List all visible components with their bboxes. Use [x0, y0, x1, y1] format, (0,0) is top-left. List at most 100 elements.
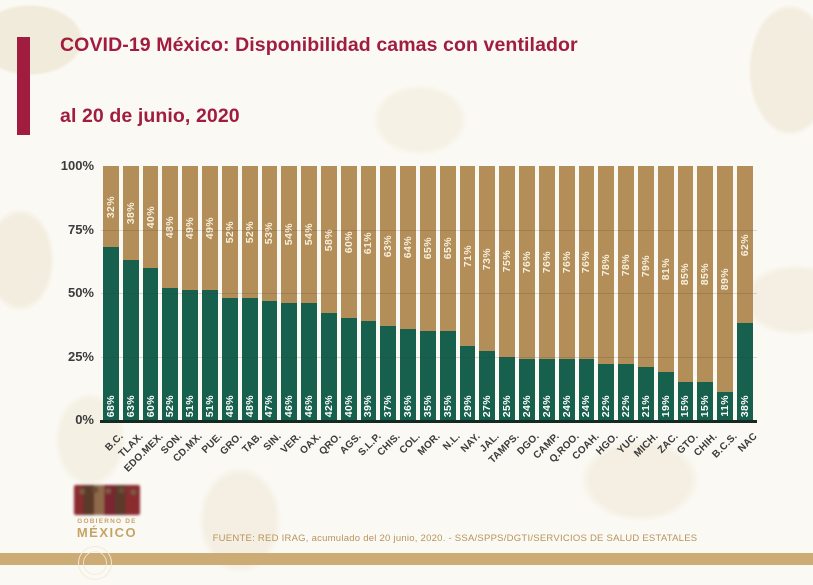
segment-occupied: 52%	[221, 166, 238, 299]
occupied-pct-label: 60%	[342, 231, 355, 254]
segment-occupied: 49%	[182, 166, 199, 291]
segment-occupied: 75%	[499, 166, 516, 357]
segment-occupied: 54%	[301, 166, 317, 304]
available-pct-label: 36%	[402, 394, 415, 417]
occupied-pct-label: 54%	[303, 223, 316, 246]
occupied-pct-label: 62%	[738, 233, 751, 256]
segment-occupied: 38%	[122, 166, 139, 260]
segment-occupied: 76%	[519, 166, 535, 360]
segment-occupied: 76%	[578, 166, 595, 360]
available-pct-label: 19%	[659, 394, 672, 417]
segment-occupied: 78%	[598, 166, 615, 365]
occupied-pct-label: 40%	[144, 205, 157, 228]
occupied-pct-label: 32%	[104, 195, 117, 218]
segment-occupied: 81%	[657, 166, 674, 372]
occupied-pct-label: 78%	[600, 253, 613, 277]
available-pct-label: 11%	[719, 395, 732, 417]
available-pct-label: 46%	[283, 394, 296, 417]
occupied-pct-label: 85%	[699, 262, 712, 286]
available-pct-label: 24%	[520, 394, 533, 417]
available-pct-label: 22%	[600, 394, 613, 417]
available-pct-label: 46%	[303, 394, 316, 417]
segment-occupied: 58%	[320, 166, 337, 314]
occupied-pct-label: 52%	[223, 220, 236, 244]
gridline-75pct	[101, 229, 757, 231]
gobierno-de-mexico-logo: GOBIERNO DE MÉXICO	[58, 485, 156, 540]
available-pct-label: 51%	[203, 394, 216, 417]
segment-occupied: 49%	[202, 166, 218, 291]
available-pct-label: 15%	[679, 394, 692, 417]
occupied-pct-label: 58%	[322, 228, 335, 251]
occupied-pct-label: 76%	[560, 251, 573, 274]
page-title: COVID-19 México: Disponibilidad camas co…	[60, 34, 578, 56]
segment-occupied: 63%	[380, 166, 397, 327]
y-tick-0pct: 0%	[75, 412, 94, 427]
available-pct-label: 63%	[124, 394, 137, 417]
occupied-pct-label: 54%	[283, 223, 296, 246]
available-pct-label: 35%	[421, 394, 434, 417]
y-tick-75pct: 75%	[67, 221, 94, 237]
occupied-pct-label: 65%	[441, 237, 454, 260]
gridline-25pct	[101, 356, 757, 358]
logo-text-line2: MÉXICO	[76, 525, 138, 540]
occupied-pct-label: 76%	[580, 251, 593, 274]
occupied-pct-label: 85%	[679, 262, 692, 286]
available-pct-label: 29%	[461, 394, 474, 417]
available-pct-label: 52%	[164, 394, 177, 417]
occupied-pct-label: 73%	[481, 247, 494, 270]
segment-occupied: 40%	[142, 166, 159, 268]
segment-occupied: 73%	[479, 166, 496, 352]
gridline-50pct	[101, 293, 757, 294]
segment-occupied: 32%	[103, 166, 119, 248]
available-pct-label: 47%	[263, 394, 276, 417]
available-pct-label: 24%	[540, 394, 553, 417]
occupied-pct-label: 75%	[501, 250, 514, 273]
bottom-gold-band	[0, 553, 813, 565]
seal-inner-ring	[83, 551, 107, 575]
segment-occupied: 64%	[400, 166, 416, 329]
available-pct-label: 27%	[481, 394, 494, 417]
segment-occupied: 65%	[420, 166, 436, 332]
occupied-pct-label: 53%	[263, 222, 276, 245]
available-pct-label: 24%	[580, 394, 593, 417]
occupied-pct-label: 76%	[520, 251, 533, 274]
x-axis-line	[100, 420, 757, 423]
available-pct-label: 22%	[620, 394, 633, 417]
available-pct-label: 60%	[144, 394, 157, 417]
segment-occupied: 54%	[281, 166, 298, 304]
available-pct-label: 25%	[501, 394, 514, 417]
y-tick-25pct: 25%	[67, 348, 94, 364]
occupied-pct-label: 64%	[402, 236, 415, 259]
available-pct-label: 48%	[243, 394, 256, 417]
occupied-pct-label: 52%	[243, 220, 256, 244]
available-pct-label: 37%	[382, 394, 395, 417]
occupied-pct-label: 89%	[719, 267, 732, 291]
available-pct-label: 51%	[184, 394, 197, 417]
occupied-pct-label: 78%	[620, 253, 633, 277]
segment-occupied: 78%	[618, 166, 634, 365]
segment-occupied: 85%	[677, 166, 694, 382]
available-pct-label: 15%	[699, 394, 712, 417]
occupied-pct-label: 71%	[461, 245, 474, 268]
available-pct-label: 39%	[362, 394, 375, 417]
segment-occupied: 53%	[261, 166, 278, 301]
occupied-pct-label: 81%	[659, 257, 672, 280]
source-citation: FUENTE: RED IRAG, acumulado del 20 junio…	[212, 533, 698, 544]
logo-figures-image	[74, 485, 140, 515]
segment-occupied: 48%	[162, 166, 179, 288]
segment-occupied: 65%	[439, 166, 456, 332]
segment-occupied: 60%	[340, 166, 357, 319]
available-pct-label: 48%	[223, 394, 236, 417]
segment-occupied: 76%	[538, 166, 555, 360]
occupied-pct-label: 65%	[421, 237, 434, 260]
occupied-pct-label: 38%	[124, 201, 137, 225]
occupied-pct-label: 79%	[639, 255, 652, 278]
seal-watermark-icon	[78, 546, 112, 580]
segment-occupied: 76%	[558, 166, 575, 360]
segment-occupied: 62%	[737, 166, 753, 324]
segment-occupied: 52%	[241, 166, 258, 299]
title-accent-bar	[17, 37, 30, 135]
segment-occupied: 89%	[717, 166, 733, 393]
available-pct-label: 24%	[560, 394, 573, 417]
